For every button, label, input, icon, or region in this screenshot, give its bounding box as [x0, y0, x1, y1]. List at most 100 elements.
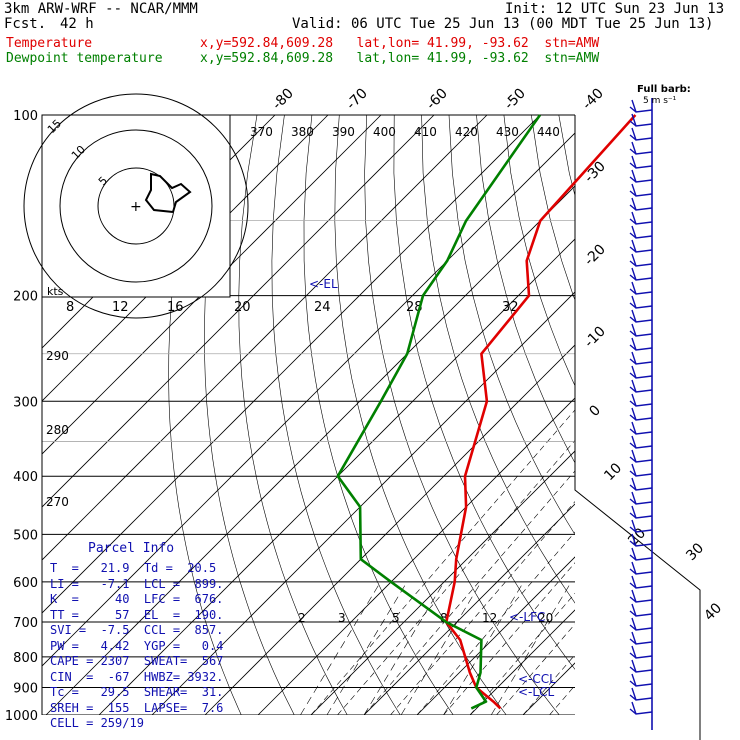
wind-barb — [629, 631, 653, 645]
theta-label: 400 — [373, 125, 396, 139]
isotherm-line — [42, 115, 382, 455]
valid-time: Valid: 06 UTC Tue 25 Jun 13 (00 MDT Tue … — [292, 16, 714, 32]
parcel-info-row: T = 21.9 Td = 20.5 — [50, 561, 217, 575]
temperature-axis-label: -20 — [581, 241, 608, 268]
wind-barb — [629, 295, 653, 309]
parcel-info-row: SVI = -7.5 CCL = 857. — [50, 623, 224, 637]
wind-barb — [629, 561, 653, 575]
isotherm-line — [42, 115, 488, 561]
hodograph-unit-label: kts — [47, 285, 64, 298]
wind-barb — [629, 519, 653, 533]
wind-barb — [629, 169, 653, 183]
temperature-axis-label: 40 — [701, 600, 725, 624]
temperature-axis-label: -10 — [581, 323, 608, 350]
isotherm-line — [151, 291, 575, 715]
isotherm-line — [629, 115, 740, 715]
wind-barb — [629, 435, 653, 449]
wind-barb — [629, 533, 653, 547]
isotherm-line — [257, 397, 575, 715]
moist-adiabat-line — [443, 562, 575, 715]
wind-barb — [629, 421, 653, 435]
hodograph-speed-label: 8 — [66, 300, 74, 315]
wind-barb — [629, 589, 653, 603]
hodograph-speed-label: 24 — [314, 300, 331, 315]
wind-barb — [629, 239, 653, 253]
isotherm-line — [310, 450, 575, 715]
wind-barb — [629, 267, 653, 281]
temperature-axis-label: -60 — [423, 85, 450, 112]
pressure-label: 400 — [13, 470, 38, 485]
forecast-label: Fcst. — [4, 16, 47, 32]
background-lines — [42, 115, 740, 715]
parcel-info-row: SREH = 155 LAPSE= 7.6 — [50, 700, 224, 715]
mixing-ratio-label: 8 — [440, 611, 448, 625]
temperature-axis-label: 10 — [601, 460, 625, 484]
wind-barb — [629, 127, 653, 141]
pressure-label: 100 — [13, 109, 38, 124]
wind-barb — [629, 505, 653, 519]
dewpoint-location: x,y=592.84,609.28 lat,lon= 41.99, -93.62… — [200, 51, 600, 66]
parcel-info-row: K = 40 LFC = 676. — [50, 592, 224, 606]
wind-barb — [629, 141, 653, 155]
moist-adiabat-line — [363, 470, 575, 715]
hodograph-box — [41, 114, 231, 298]
wind-barb — [629, 309, 653, 323]
isotherm-line — [42, 115, 541, 614]
dry-adiabat-line — [586, 115, 740, 715]
theta-label: 370 — [250, 125, 273, 139]
theta-label: 420 — [455, 125, 478, 139]
hodograph-speed-label: 12 — [112, 300, 129, 315]
thetae-label: 280 — [46, 423, 69, 437]
mixing-ratio-line — [326, 581, 408, 715]
dry-adiabat-line — [364, 115, 560, 715]
init-time: Init: 12 UTC Sun 23 Jun 13 — [505, 1, 725, 17]
theta-label: 390 — [332, 125, 355, 139]
temperature-axis-label: -70 — [343, 85, 370, 112]
isotherm-line — [98, 238, 575, 715]
barb-legend-label: Full barb: — [637, 84, 691, 95]
moist-adiabat-line — [522, 654, 575, 715]
mixing-ratio-label: 12 — [482, 611, 497, 625]
wind-barb — [629, 463, 653, 477]
parcel-info-panel: Parcel Info T = 21.9 Td = 20.5 LI = -7.1 … — [44, 537, 240, 737]
wind-barb — [629, 323, 653, 337]
isotherm-line — [416, 556, 575, 715]
isotherm-line — [363, 503, 575, 715]
theta-label: 430 — [496, 125, 519, 139]
dry-adiabat-line — [421, 115, 575, 604]
diagram-outline — [574, 115, 701, 740]
el-marker: <-EL — [309, 277, 338, 291]
thetae-label: 270 — [46, 495, 69, 509]
temperature-location: x,y=592.84,609.28 lat,lon= 41.99, -93.62… — [200, 36, 600, 51]
temperature-axis-label: 0 — [586, 402, 604, 420]
barb-legend-unit: 5 m s⁻¹ — [643, 96, 677, 106]
mixing-ratio-label: 3 — [338, 611, 346, 625]
moist-adiabat-line — [390, 501, 575, 715]
wind-barb — [629, 225, 653, 239]
temperature-axis-label: 30 — [683, 540, 707, 564]
wind-barb — [629, 603, 653, 617]
dry-adiabat-line — [558, 115, 575, 197]
hodograph-center-mark: + — [130, 199, 142, 215]
dry-adiabat-line — [303, 115, 454, 715]
pressure-label: 600 — [13, 576, 38, 591]
wind-barb — [629, 253, 653, 267]
mixing-ratio-label: 2 — [298, 611, 306, 625]
lfc-marker: <-LFC — [509, 610, 545, 624]
dry-adiabat-line — [334, 115, 507, 715]
forecast-hour: 42 h — [60, 16, 94, 32]
pressure-label: 200 — [13, 290, 38, 305]
dry-adiabat-line — [503, 115, 575, 387]
thetae-label: 290 — [46, 349, 69, 363]
hodograph-ring — [59, 129, 213, 283]
pressure-label: 500 — [13, 528, 38, 543]
parcel-info-row: CELL = 259/19 — [50, 716, 144, 730]
dry-adiabat-line — [641, 115, 740, 715]
dry-adiabat-line — [448, 115, 575, 536]
theta-label: 440 — [537, 125, 560, 139]
dry-adiabat-line — [696, 115, 740, 715]
wind-barb — [629, 449, 653, 463]
parcel-info-row: Tc = 29.5 SHEAR= 31. — [50, 685, 224, 699]
wind-barb — [629, 155, 653, 169]
theta-label: 380 — [291, 125, 314, 139]
